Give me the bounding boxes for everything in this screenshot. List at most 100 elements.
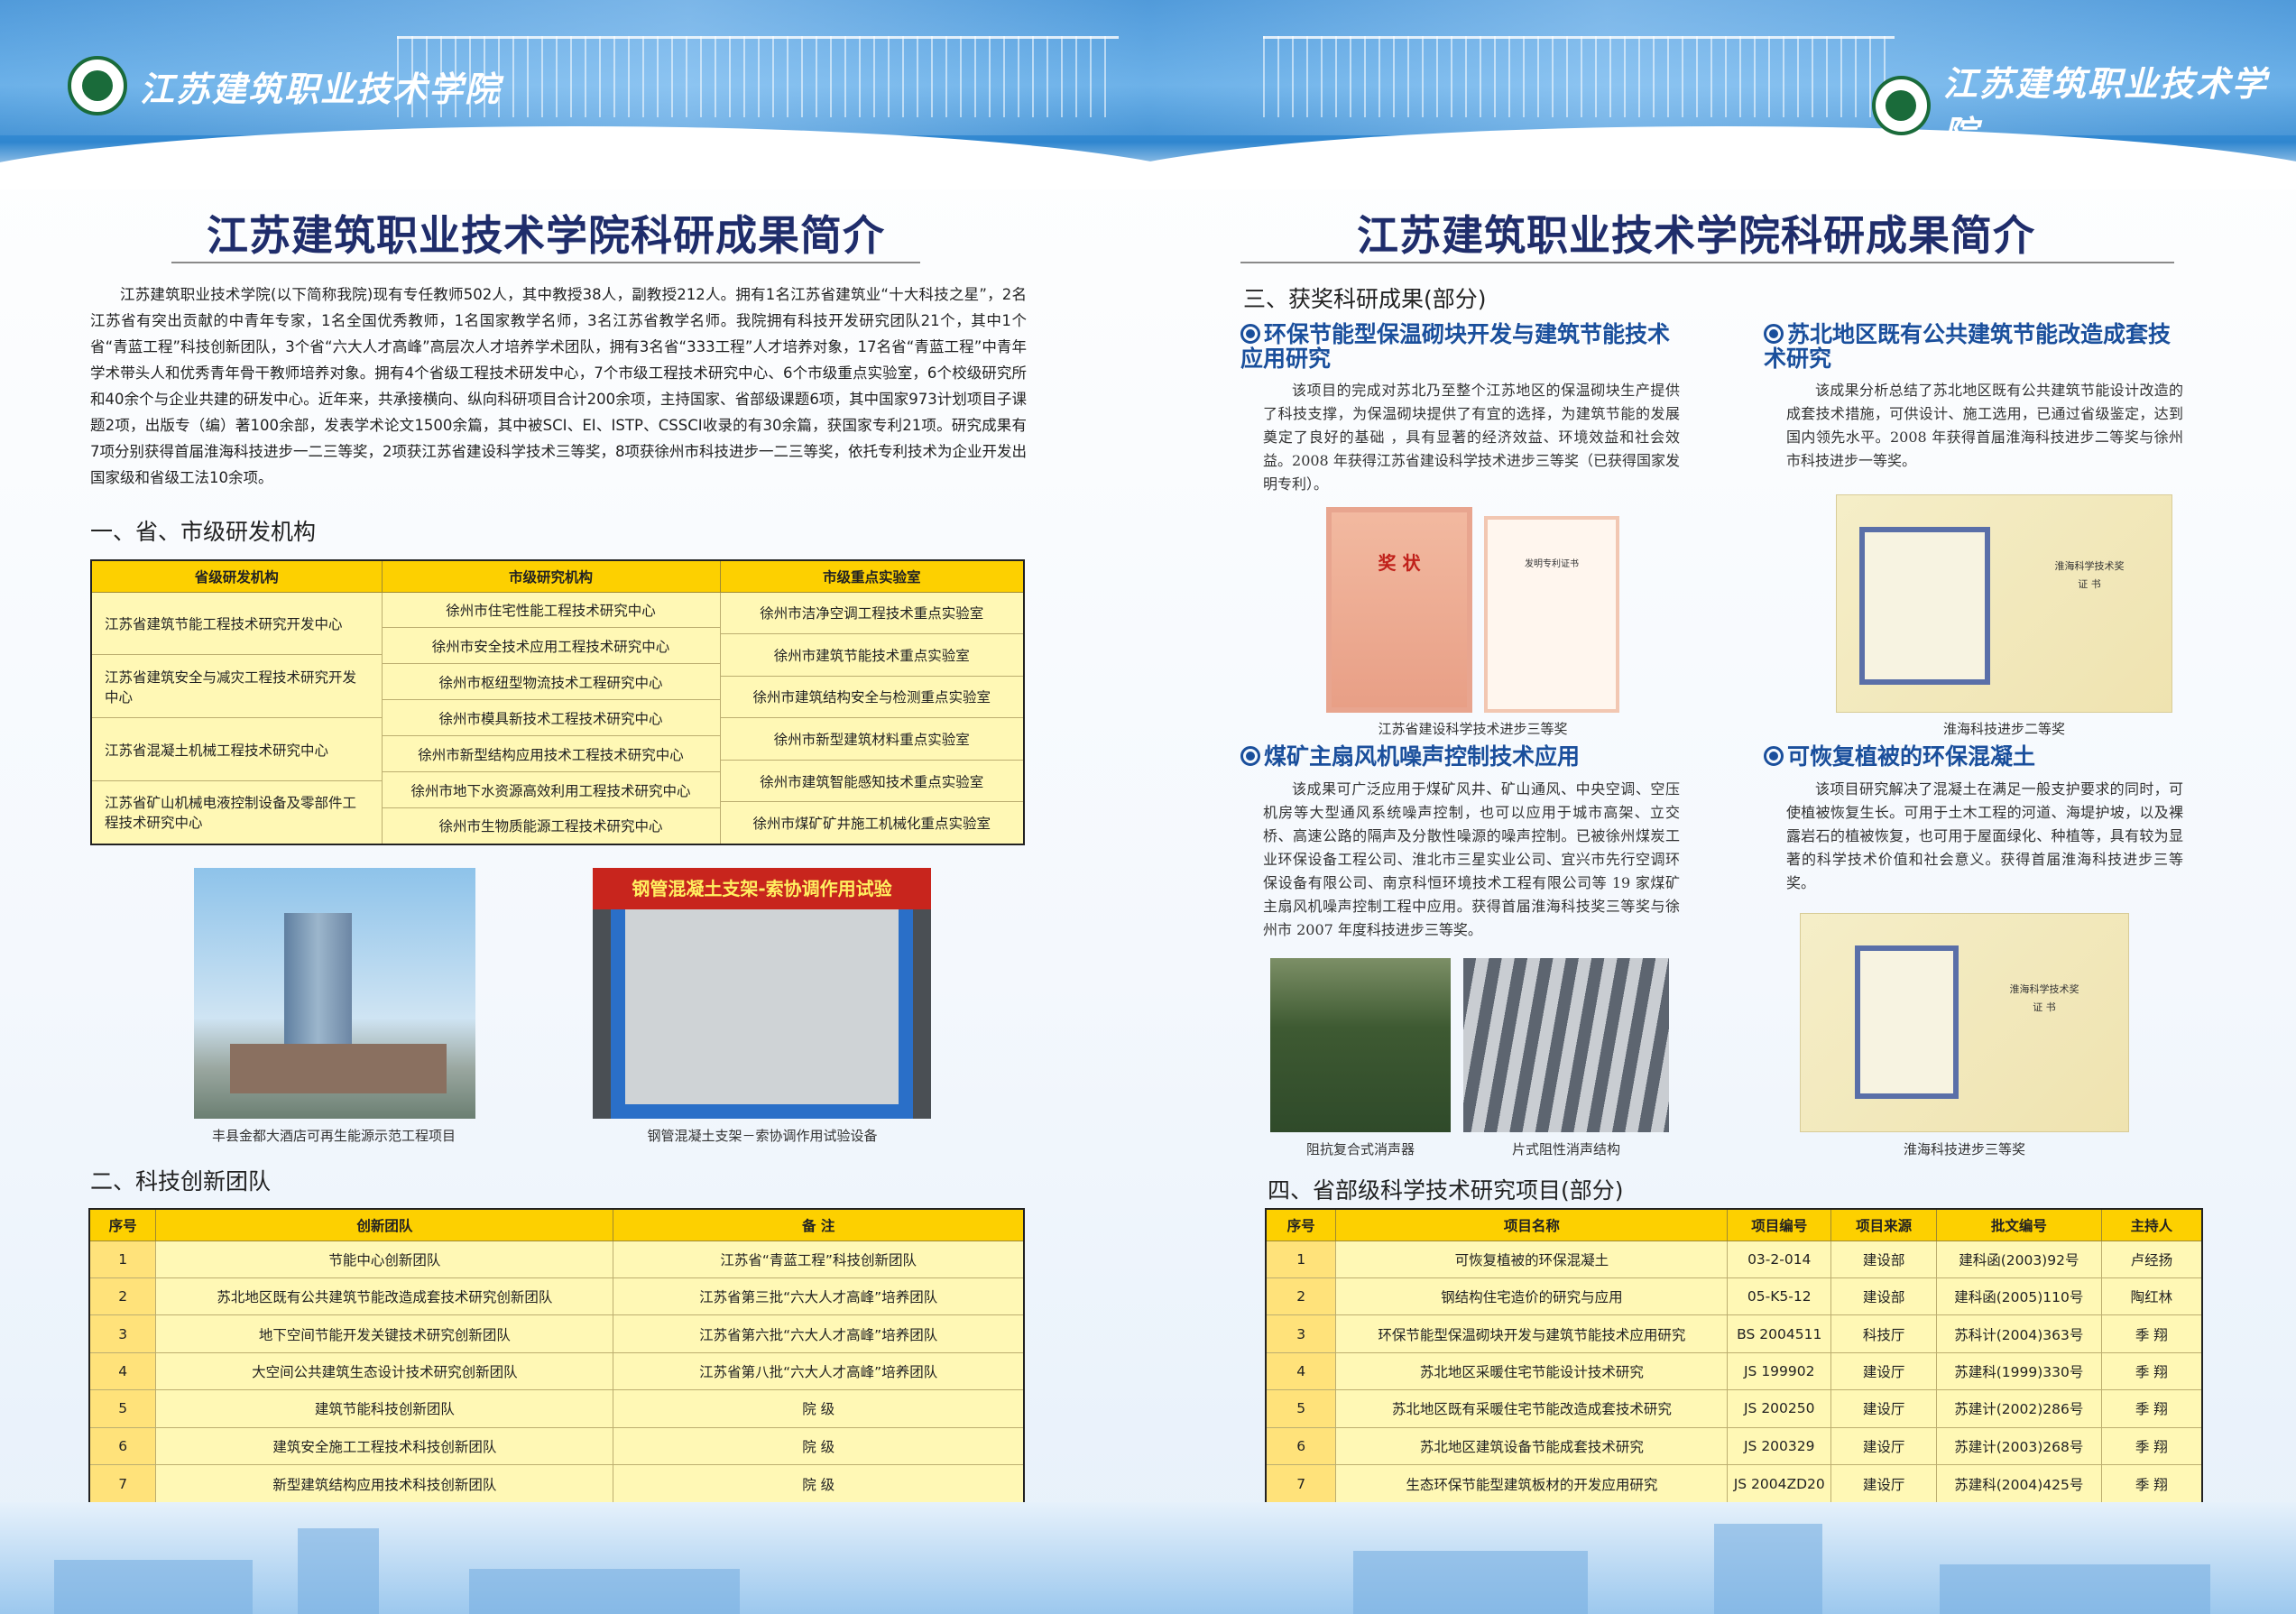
- row-number: 1: [1265, 1240, 1337, 1278]
- school-seal-icon: [1872, 76, 1931, 135]
- table-cell: 陶红林: [2100, 1277, 2203, 1316]
- section-heading-1: 一、省、市级研发机构: [90, 519, 317, 545]
- municipal-institution: 徐州市枢纽型物流技术工程研究中心: [381, 663, 721, 701]
- municipal-lab: 徐州市洁净空调工程技术重点实验室: [719, 591, 1025, 635]
- table-cell: 建设部: [1830, 1277, 1937, 1316]
- column-header: 省级研发机构: [90, 559, 383, 593]
- table-row: 3 环保节能型保温砌块开发与建筑节能技术应用研究 BS 2004511 科技厅 苏科计(…: [1265, 1314, 2203, 1353]
- table-row: 徐州市建筑节能技术重点实验室: [91, 633, 1025, 677]
- table-cell: JS 199902: [1727, 1351, 1832, 1391]
- bullet-icon: [1764, 746, 1784, 766]
- table-cell: 生态环保节能型建筑板材的开发应用研究: [1335, 1464, 1729, 1504]
- table-header-row: 序号 项目名称 项目编号 项目来源 批文编号 主持人: [1265, 1208, 2203, 1241]
- municipal-lab: 徐州市煤矿矿井施工机械化重点实验室: [719, 801, 1025, 845]
- award-certificate-image: 奖 状: [1326, 507, 1472, 713]
- municipal-institution: 徐州市生物质能源工程技术研究中心: [381, 807, 721, 845]
- table-cell: 苏科计(2004)363号: [1935, 1314, 2102, 1353]
- award-body: 该项目的完成对苏北乃至整个江苏地区的保温砌块生产提供了科技支撑，为保温砌块提供了…: [1263, 382, 1680, 493]
- table-cell: 建科函(2005)110号: [1935, 1277, 2102, 1316]
- table-cell: 苏北地区既有采暖住宅节能改造成套技术研究: [1335, 1389, 1729, 1428]
- table-cell: 03-2-014: [1727, 1240, 1832, 1278]
- table-cell: 江苏省第八批“六大人才高峰”培养团队: [613, 1351, 1025, 1391]
- column-header: 备 注: [613, 1208, 1025, 1241]
- award-body: 该项目研究解决了混凝土在满足一般支护要求的同时，可使植被恢复生长。可用于土木工程…: [1786, 780, 2183, 891]
- row-number: 6: [1265, 1426, 1337, 1466]
- table-row: 6 建筑安全施工工程技术科技创新团队院 级: [88, 1426, 1025, 1466]
- table-cell: 节能中心创新团队: [155, 1240, 614, 1278]
- table-cell: 苏建科(1999)330号: [1935, 1351, 2102, 1391]
- school-seal-icon: [68, 56, 127, 115]
- municipal-lab: 徐州市建筑智能感知技术重点实验室: [719, 759, 1025, 803]
- table-cell: 卢经扬: [2100, 1240, 2203, 1278]
- table-cell: 苏北地区既有公共建筑节能改造成套技术研究创新团队: [155, 1277, 614, 1316]
- table-row: 5 苏北地区既有采暖住宅节能改造成套技术研究 JS 200250 建设厅 苏建计(200…: [1265, 1389, 2203, 1428]
- column-header: 项目来源: [1830, 1208, 1937, 1241]
- column-header: 批文编号: [1935, 1208, 2102, 1241]
- school-name: 江苏建筑职业技术学院: [1942, 63, 2268, 153]
- table-row: 徐州市生物质能源工程技术研究中心: [91, 807, 1024, 845]
- table-row: 1 节能中心创新团队 江苏省“青蓝工程”科技创新团队: [88, 1240, 1025, 1278]
- table-header-row: 省级研发机构 市级研究机构 市级重点实验室: [90, 559, 1025, 593]
- divider: [1240, 262, 2174, 263]
- photo-caption: 丰县金都大酒店可再生能源示范工程项目: [211, 1128, 456, 1144]
- table-cell: 院 级: [613, 1426, 1025, 1466]
- innovation-team-table: 序号 创新团队备 注 1 节能中心创新团队 江苏省“青蓝工程”科技创新团队 2 苏北地区既有…: [88, 1208, 1025, 1504]
- image-caption: 片式阻性消声结构: [1511, 1141, 1620, 1157]
- intro-paragraph: 江苏建筑职业技术学院(以下简称我院)现有专任教师502人，其中教授38人，副教授…: [90, 286, 1027, 486]
- table-cell: 江苏省“青蓝工程”科技创新团队: [613, 1240, 1025, 1278]
- table-row: 徐州市地下水资源高效利用工程技术研究中心: [91, 771, 1024, 809]
- table-cell: 季 翔: [2100, 1389, 2203, 1428]
- bullet-icon: [1240, 324, 1260, 344]
- table-row: 1 可恢复植被的环保混凝土 03-2-014 建设部 建科函(2003)92号 卢经扬: [1265, 1240, 2203, 1278]
- municipal-institution: 徐州市模具新技术工程技术研究中心: [381, 699, 721, 737]
- table-cell: 建设厅: [1830, 1389, 1937, 1428]
- silencer-structure-photo: [1463, 958, 1669, 1132]
- page-title-left: 江苏建筑职业技术学院科研成果简介: [207, 211, 885, 260]
- column-header: 项目编号: [1727, 1208, 1832, 1241]
- row-number: 4: [1265, 1351, 1337, 1391]
- row-number: 6: [88, 1426, 157, 1466]
- table-row: 2 钢结构住宅造价的研究与应用 05-K5-12 建设部 建科函(2005)110号 陶红…: [1265, 1277, 2203, 1316]
- table-cell: 院 级: [613, 1464, 1025, 1504]
- test-equipment-photo: 钢管混凝土支架-索协调作用试验: [593, 868, 931, 1119]
- table-cell: 大空间公共建筑生态设计技术研究创新团队: [155, 1351, 614, 1391]
- table-row: 4 苏北地区采暖住宅节能设计技术研究 JS 199902 建设厅 苏建科(1999)33…: [1265, 1351, 2203, 1391]
- table-cell: BS 2004511: [1727, 1314, 1832, 1353]
- table-cell: 苏北地区采暖住宅节能设计技术研究: [1335, 1351, 1729, 1391]
- table-cell: JS 200250: [1727, 1389, 1832, 1428]
- table-row: 江苏省混凝土机械工程技术研究中心 徐州市新型建筑材料重点实验室: [90, 717, 1025, 782]
- rd-institutions-table: 省级研发机构 市级研究机构 市级重点实验室 江苏省建筑节能工程技术研究开发中心 徐州市住…: [90, 559, 1025, 845]
- divider: [171, 262, 920, 263]
- section-heading-3: 三、获奖科研成果(部分): [1243, 286, 1487, 312]
- photo-caption: 钢管混凝土支架－索协调作用试验设备: [647, 1128, 878, 1144]
- provincial-institution: 江苏省矿山机械电液控制设备及零部件工程技术研究中心: [90, 780, 383, 845]
- image-caption: 淮海科技进步二等奖: [1942, 721, 2065, 737]
- research-projects-table: 序号 项目名称 项目编号 项目来源 批文编号 主持人 1 可恢复植被的环保混凝土 03-2-01…: [1265, 1208, 2203, 1504]
- table-cell: 苏建计(2003)268号: [1935, 1426, 2102, 1466]
- table-cell: 可恢复植被的环保混凝土: [1335, 1240, 1729, 1278]
- municipal-institution: 徐州市住宅性能工程技术研究中心: [381, 591, 721, 629]
- header-banner: [0, 0, 2296, 189]
- table-cell: 苏建计(2002)286号: [1935, 1389, 2102, 1428]
- table-cell: 季 翔: [2100, 1314, 2203, 1353]
- municipal-institution: 徐州市地下水资源高效利用工程技术研究中心: [381, 771, 721, 809]
- municipal-lab: 徐州市新型建筑材料重点实验室: [719, 717, 1025, 761]
- table-cell: 院 级: [613, 1389, 1025, 1428]
- image-caption: 阻抗复合式消声器: [1305, 1141, 1415, 1157]
- table-cell: 05-K5-12: [1727, 1277, 1832, 1316]
- school-logo-left: 江苏建筑职业技术学院: [68, 56, 501, 115]
- table-row: 江苏省矿山机械电液控制设备及零部件工程技术研究中心: [90, 780, 1024, 845]
- patent-certificate-image: 发明专利证书: [1484, 516, 1619, 713]
- school-name: 江苏建筑职业技术学院: [140, 68, 502, 109]
- award-certificate-image: 淮海科学技术奖 证 书: [1836, 494, 2172, 713]
- table-cell: 建设厅: [1830, 1464, 1937, 1504]
- table-cell: 科技厅: [1830, 1314, 1937, 1353]
- silencer-photo: [1270, 958, 1451, 1132]
- hotel-photo: [194, 868, 475, 1119]
- table-cell: 季 翔: [2100, 1426, 2203, 1466]
- table-cell: 江苏省第三批“六大人才高峰”培养团队: [613, 1277, 1025, 1316]
- municipal-lab: 徐州市建筑结构安全与检测重点实验室: [719, 675, 1025, 719]
- table-row: 徐州市新型结构应用技术工程技术研究中心: [91, 735, 1024, 773]
- table-row: 2 苏北地区既有公共建筑节能改造成套技术研究创新团队 江苏省第三批“六大人才高峰”培…: [88, 1277, 1025, 1316]
- row-number: 5: [88, 1389, 157, 1428]
